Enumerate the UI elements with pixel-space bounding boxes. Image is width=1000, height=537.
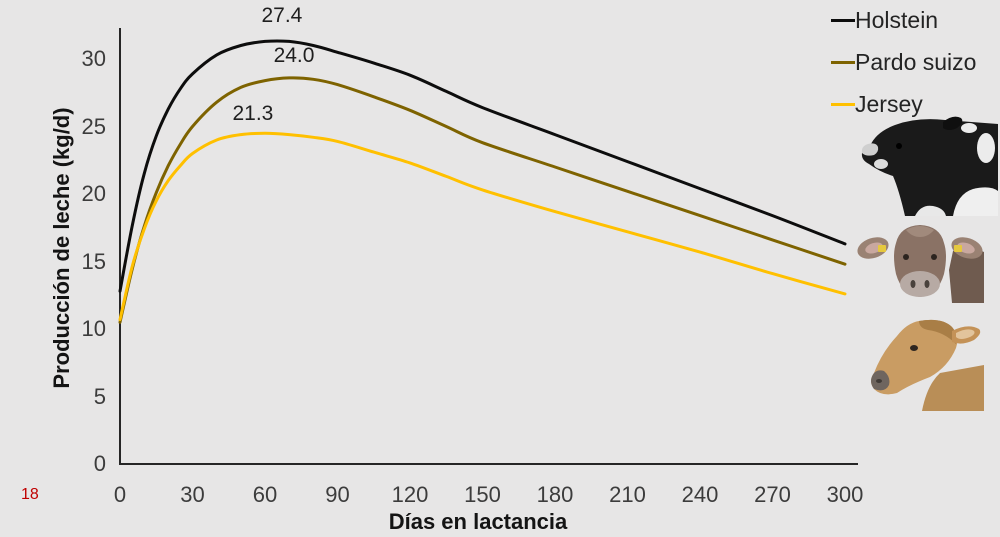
chart-legend: Holstein Pardo suizo Jersey bbox=[831, 5, 976, 131]
x-tick-label-120: 120 bbox=[391, 482, 429, 507]
x-tick-label-60: 60 bbox=[252, 482, 278, 507]
legend-item-pardo-suizo: Pardo suizo bbox=[831, 47, 976, 77]
y-tick-label-0: 0 bbox=[93, 451, 106, 476]
legend-label: Holstein bbox=[855, 6, 939, 33]
y-tick-label-25: 25 bbox=[81, 113, 106, 139]
y-tick-label-10: 10 bbox=[81, 316, 106, 341]
y-tick-label-30: 30 bbox=[81, 46, 106, 71]
series-line-jersey bbox=[118, 131, 847, 322]
pardo-suizo-cow-photo bbox=[857, 225, 984, 303]
series-line-pardo-suizo bbox=[118, 76, 847, 324]
x-tick-label-240: 240 bbox=[681, 482, 719, 507]
slide-page-number: 18 bbox=[21, 486, 39, 503]
x-tick-label-180: 180 bbox=[536, 482, 574, 507]
holstein-cow-photo bbox=[861, 116, 998, 216]
y-axis-title: Producción de leche (kg/d) bbox=[49, 107, 74, 389]
x-tick-label-0: 0 bbox=[113, 482, 127, 507]
legend-label: Jersey bbox=[855, 90, 923, 117]
peak-label-holstein: 27.4 bbox=[261, 3, 303, 27]
legend-item-holstein: Holstein bbox=[831, 5, 976, 35]
x-tick-label-90: 90 bbox=[325, 482, 350, 507]
peak-label-pardo-suizo: 24.0 bbox=[273, 44, 315, 68]
axis-lines bbox=[119, 28, 858, 465]
legend-line-swatch bbox=[831, 102, 855, 106]
x-tick-label-210: 210 bbox=[609, 482, 646, 507]
x-tick-label-270: 270 bbox=[754, 482, 791, 507]
series-line-holstein bbox=[118, 39, 847, 293]
legend-item-jersey: Jersey bbox=[831, 89, 976, 119]
legend-line-swatch bbox=[831, 18, 855, 22]
y-tick-label-15: 15 bbox=[81, 248, 106, 274]
x-axis-title: Días en lactancia bbox=[388, 509, 568, 534]
y-tick-label-5: 5 bbox=[93, 383, 106, 409]
x-tick-label-150: 150 bbox=[464, 482, 501, 507]
x-tick-label-30: 30 bbox=[180, 482, 205, 507]
series-lines bbox=[118, 39, 847, 324]
legend-label: Pardo suizo bbox=[855, 48, 977, 75]
legend-line-swatch bbox=[831, 60, 855, 64]
jersey-cow-photo bbox=[871, 319, 984, 411]
x-tick-label-300: 300 bbox=[826, 482, 864, 507]
peak-label-jersey: 21.3 bbox=[232, 102, 274, 126]
y-tick-label-20: 20 bbox=[81, 181, 106, 206]
